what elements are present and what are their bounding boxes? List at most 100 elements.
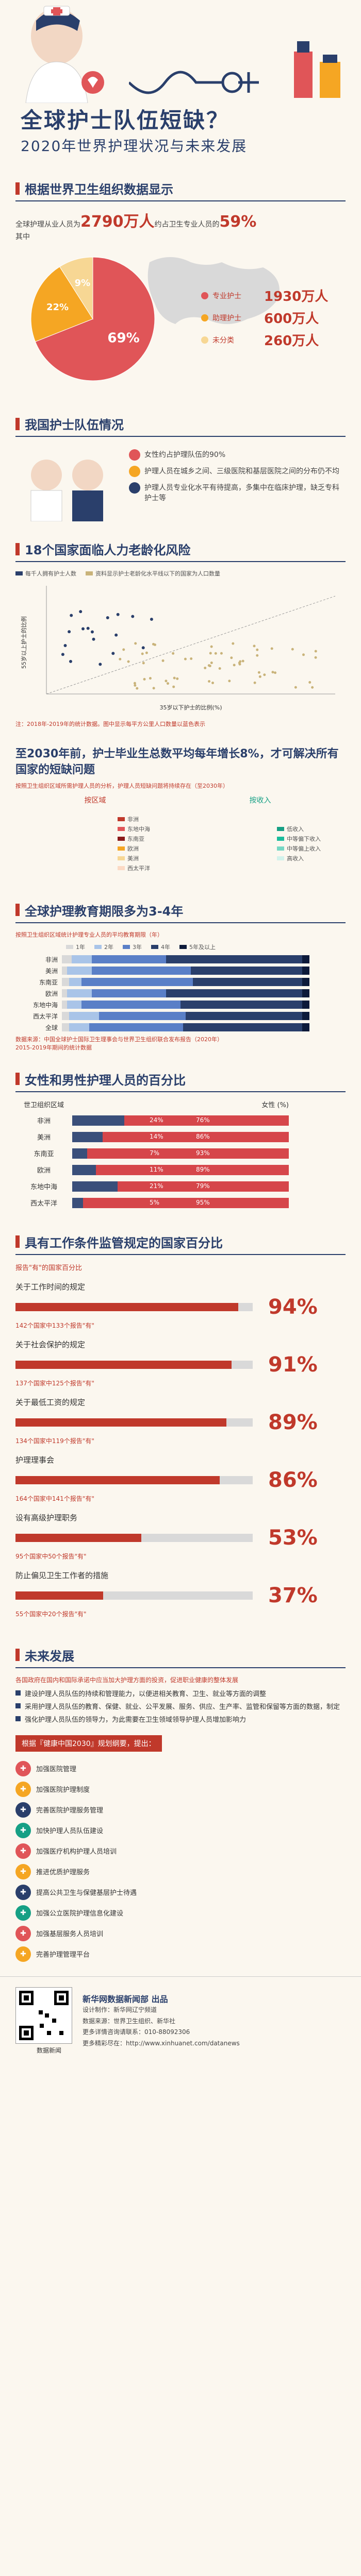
scatter-point — [190, 657, 193, 660]
stacked-bar — [62, 989, 309, 998]
row-label: 欧洲 — [37, 1167, 51, 1175]
bar-segment — [62, 1023, 70, 1032]
scatter-point — [161, 659, 165, 662]
scatter-point — [136, 687, 139, 690]
list-item: 护理人员专业化水平有待提高，多集中在临床护理，缺乏专科护士等 — [129, 482, 346, 503]
scatter-point — [184, 657, 187, 660]
scatter-point — [209, 652, 212, 655]
footer-brand: 新华网数据新闻部 出品 — [83, 1994, 168, 2004]
footer: 数据新闻 新华网数据新闻部 出品 设计制作：新华网辽宁频道 数据来源：世界卫生组… — [0, 1976, 361, 2065]
goal-item: ✚ 加强医院护理制度 — [15, 1781, 346, 1797]
bar-segment — [185, 1012, 302, 1021]
legend-swatch — [179, 944, 187, 949]
scatter-point — [172, 652, 175, 655]
bar-segment — [72, 955, 92, 964]
goal-icon: ✚ — [15, 1884, 31, 1900]
income-donut-legend: 低收入 中等偏下收入 中等偏上收入 高收入 — [277, 823, 321, 864]
education-row: 东南亚 — [15, 978, 346, 987]
legend-item: 4年 — [151, 943, 170, 951]
legend-row: 未分类 260万人 — [201, 330, 328, 349]
scatter-point — [233, 664, 236, 667]
bar-segment — [180, 1001, 302, 1009]
legend-value: 260万人 — [264, 333, 319, 349]
goal-item: ✚ 加强公立医院护理信息化建设 — [15, 1905, 346, 1921]
gender-row: 欧洲 11% 89% — [15, 1164, 346, 1175]
row-label: 东南亚 — [34, 1150, 54, 1159]
legend-label: 非洲 — [127, 816, 139, 823]
region-donut-chart: 43%18%22%6%5%6% — [40, 805, 47, 807]
regulation-list: 关于工作时间的规定 94% 142个国家中133个报告"有" 关于社会保护的规定 91%… — [15, 1281, 346, 1618]
slice-label: 6% — [40, 805, 45, 807]
gender-bar: 24% 76% — [72, 1115, 289, 1126]
regulation-label: 防止偏见卫生工作者的措施 — [15, 1570, 109, 1580]
list-item: 护理人员在城乡之间、三级医院和基层医院之间的分布仍不均 — [129, 466, 346, 477]
scatter-point — [86, 626, 90, 630]
pie-slice — [59, 257, 93, 320]
row-label: 美洲 — [45, 967, 58, 975]
legend-item: 5年及以上 — [179, 943, 216, 951]
scatter-point — [152, 642, 155, 646]
scatter-point — [208, 680, 211, 683]
page: 全球护士队伍短缺？ 2020年世界护理状况与未来发展 根据世界卫生组织数据显示 … — [0, 6, 361, 2065]
male-segment — [72, 1181, 118, 1192]
donut-caption: 按收入 — [249, 796, 271, 805]
scatter-point — [63, 644, 67, 648]
scatter-point — [172, 685, 175, 688]
intro-percent: 59% — [219, 213, 257, 231]
bar-segment — [62, 978, 70, 987]
bar-segment — [62, 955, 72, 964]
regulation-count: 55个国家中20个报告"有" — [15, 1610, 87, 1618]
bar-segment — [91, 955, 166, 964]
shortage-title: 至2030年前，护士毕业生总数平均每年增长8%，才可解决所有国家的短缺问题 — [15, 748, 339, 776]
bullet-icon — [15, 1703, 21, 1708]
scatter-point — [238, 663, 241, 666]
regulation-count: 164个国家中141个报告"有" — [15, 1495, 94, 1502]
scatter-point — [111, 652, 115, 655]
goal-text: 加强医院护理制度 — [36, 1786, 90, 1794]
section-heading: 18个国家面临人力老龄化风险 — [15, 540, 346, 562]
bar-segment — [62, 1001, 67, 1009]
scatter-point — [99, 663, 102, 666]
legend-swatch — [151, 944, 158, 949]
future-item: 建设护理人员队伍的持续和管理能力，以便进相关教育、卫生、就业等方面的调整 — [15, 1688, 346, 1698]
scatter-point — [311, 686, 314, 689]
section-education: 全球护理教育期限多为3-4年 按照卫生组织区域统计护理专业人员的平均教育期限（年… — [0, 892, 361, 1061]
bar-segment — [67, 989, 92, 998]
regulation-percent: 37% — [268, 1583, 318, 1607]
scatter-point — [314, 656, 317, 659]
gender-bar: 11% 89% — [72, 1164, 289, 1175]
regulation-count: 137个国家中125个报告"有" — [15, 1379, 94, 1387]
education-note: 数据来源：中国全球护士国际卫生理事会与世界卫生组织联合发布报告（2020年） 2… — [15, 1036, 223, 1051]
slice-label: 5% — [40, 805, 45, 807]
female-percent: 76% — [196, 1116, 210, 1124]
bar-segment — [190, 967, 302, 975]
regulation-label: 护理理事会 — [15, 1455, 55, 1465]
legend-swatch — [118, 856, 125, 861]
regulation-count: 134个国家中119个报告"有" — [15, 1437, 94, 1445]
legend-item: 非洲 — [118, 815, 150, 823]
regulation-bar — [15, 1591, 253, 1600]
x-axis-label: 35岁以下护士的比例(%) — [159, 704, 222, 711]
bar-segment — [99, 1012, 186, 1021]
section-shortage: 至2030年前，护士毕业生总数平均每年增长8%，才可解决所有国家的短缺问题 按照… — [0, 737, 361, 892]
goal-icon: ✚ — [15, 1843, 31, 1859]
footer-line: 设计制作：新华网辽宁频道 — [83, 2006, 157, 2013]
scatter-point — [210, 662, 213, 665]
scatter-point — [134, 642, 137, 645]
regulation-item: 关于社会保护的规定 91% 137个国家中125个报告"有" — [15, 1339, 346, 1387]
scatter-point — [294, 686, 297, 689]
bar-segment — [69, 978, 82, 987]
scatter-point — [61, 653, 64, 656]
scatter-legend: 每千人拥有护士人数 资料显示护士老龄化水平线以下的国家为人口数量 — [15, 569, 346, 578]
male-segment — [72, 1164, 96, 1175]
nurses-illustration — [30, 460, 103, 521]
section-gender: 女性和男性护理人员的百分比 世卫组织区域 女性 (%) 非洲 24% 76% 美洲 14… — [0, 1061, 361, 1224]
scatter-point — [142, 662, 145, 665]
bar-segment — [62, 1012, 70, 1021]
regulation-percent: 89% — [268, 1410, 318, 1434]
scatter-point — [150, 618, 153, 621]
scatter-point — [106, 616, 109, 619]
bar-segment — [62, 989, 67, 998]
goal-text: 推进优质护理服务 — [36, 1869, 90, 1877]
gender-col-region: 世卫组织区域 — [23, 1101, 64, 1109]
